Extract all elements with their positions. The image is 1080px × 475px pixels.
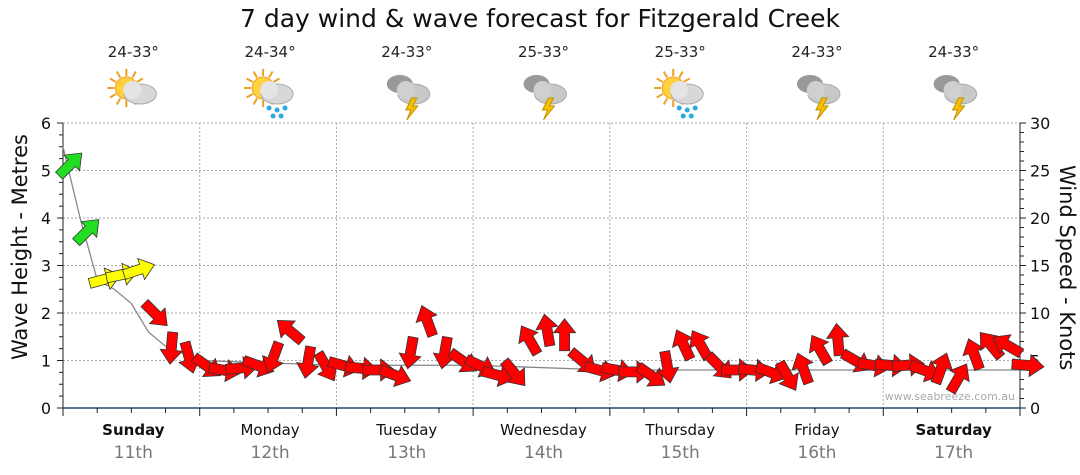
wind-arrow [656,350,680,384]
wind-arrow [808,334,833,367]
y-tick-label: 4 [41,209,51,228]
wind-arrow [398,335,422,370]
day-name: Saturday [915,421,992,439]
partly-cloudy-icon [107,69,157,107]
day-name: Sunday [102,421,165,439]
wind-arrow [535,313,559,348]
y-tick-label: 6 [41,114,51,133]
wind-arrow [992,334,1025,359]
wave-height-line [62,146,1020,371]
day-temp: 24-33° [107,43,159,61]
day-temp: 24-34° [244,43,296,61]
y-tick-label: 2 [41,304,51,323]
day-date: 17th [934,443,974,463]
day-date: 13th [387,443,427,463]
watermark: www.seabreeze.com.au [885,390,1015,403]
y2-tick-label: 30 [1030,114,1050,133]
wind-arrow [518,325,543,357]
wind-arrow [72,219,100,247]
day-temp: 25-33° [517,43,570,61]
wind-arrow [140,298,168,327]
day-name: Thursday [645,421,716,439]
wind-arrow [1011,353,1045,378]
y2-tick-label: 10 [1030,304,1050,323]
thunderstorm-icon [933,75,978,121]
y-tick-label: 1 [41,352,51,371]
wind-arrow [261,340,285,374]
wind-arrow [962,338,985,372]
wind-arrow [378,364,412,388]
chart-title: 7 day wind & wave forecast for Fitzgeral… [240,4,840,33]
wind-arrow [415,304,438,338]
wind-arrow [671,329,696,362]
day-temp: 24-33° [928,43,980,61]
wind-arrow [54,152,83,180]
wind-arrow [499,357,526,387]
y-tick-label: 0 [41,399,51,418]
y-tick-label: 5 [41,162,51,181]
sun-rain-icon [244,69,294,119]
day-date: 14th [523,443,564,463]
y2-tick-label: 20 [1030,209,1050,228]
day-date: 16th [797,443,837,463]
y-tick-label: 3 [41,257,51,276]
wind-arrow [979,331,1006,361]
day-name: Friday [794,421,840,439]
wind-arrow [552,318,577,352]
wind-arrow [774,359,799,391]
day-date: 11th [113,443,153,463]
day-name: Tuesday [376,421,438,439]
day-date: 12th [250,443,290,463]
wind-arrow [945,363,970,395]
wind-arrow [295,345,320,379]
thunderstorm-icon [523,75,567,121]
day-name: Wednesday [500,421,587,439]
day-date: 15th [660,443,700,463]
wind-arrow [121,257,156,281]
day-name: Monday [240,421,300,439]
wind-arrow [930,352,953,386]
y2-tick-label: 25 [1030,162,1050,181]
day-temp: 25-33° [654,43,706,61]
wind-arrow [635,362,666,387]
day-temp: 24-33° [791,43,843,61]
wind-arrow [276,320,306,346]
thunderstorm-icon [796,75,841,121]
wind-arrow [791,352,814,386]
day-temp: 24-33° [381,43,433,61]
y2-tick-label: 15 [1030,257,1050,276]
sun-rain-icon [654,69,704,119]
y2-tick-label: 0 [1030,399,1040,418]
wind-arrow [159,331,183,365]
thunderstorm-icon [386,75,431,121]
